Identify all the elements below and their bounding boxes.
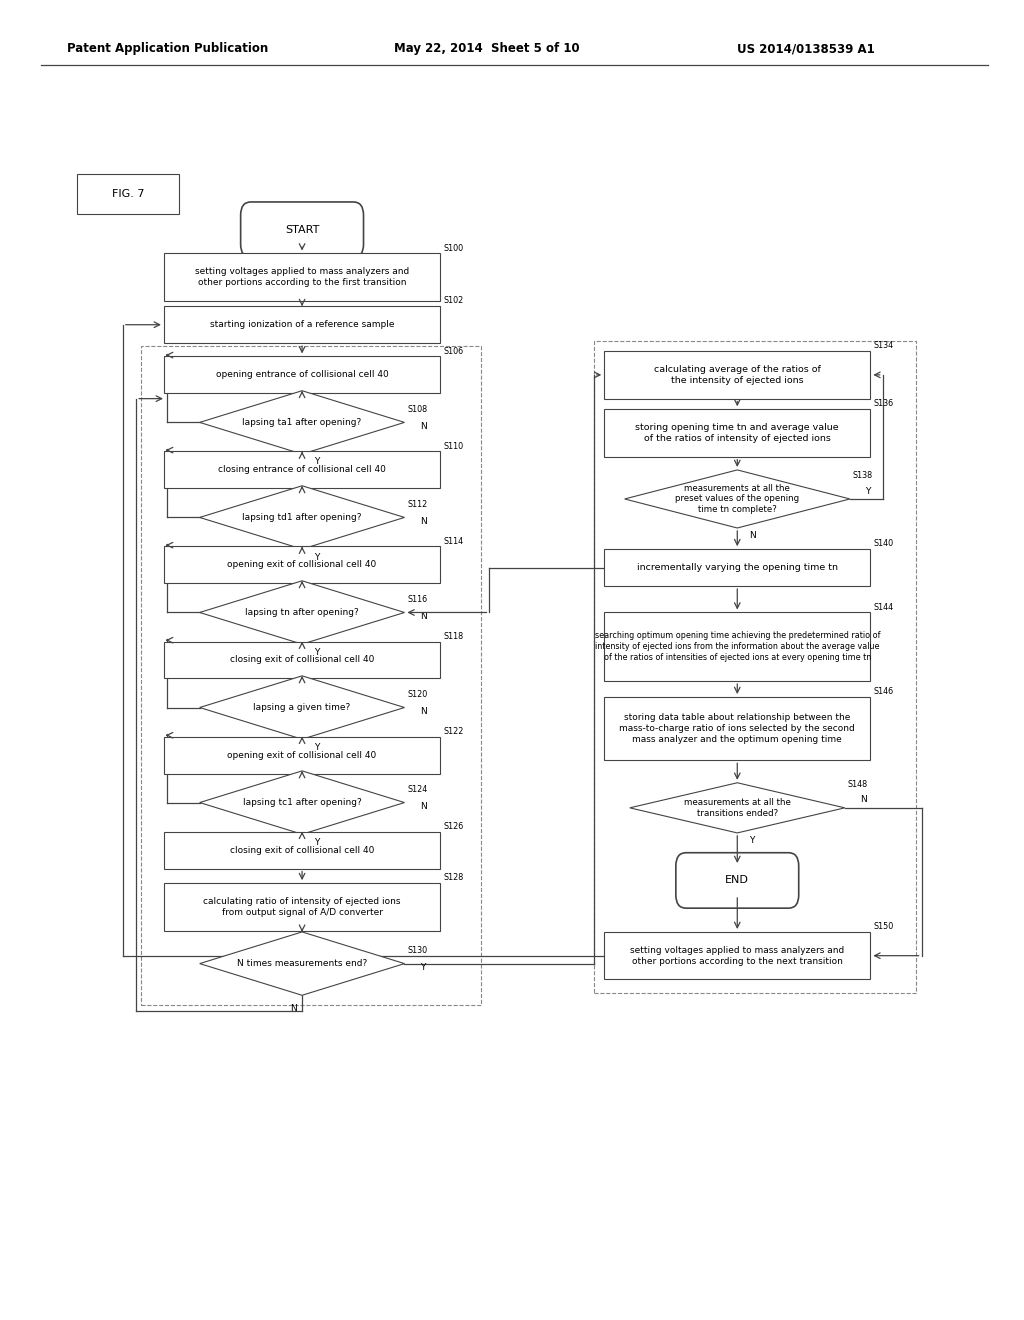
Text: closing exit of collisional cell 40: closing exit of collisional cell 40 xyxy=(230,656,374,664)
Text: lapsing a given time?: lapsing a given time? xyxy=(254,704,350,711)
Text: S118: S118 xyxy=(443,632,464,640)
Text: Y: Y xyxy=(314,553,319,561)
FancyBboxPatch shape xyxy=(604,612,870,681)
FancyBboxPatch shape xyxy=(676,853,799,908)
Text: lapsing tn after opening?: lapsing tn after opening? xyxy=(245,609,359,616)
Text: S140: S140 xyxy=(873,540,894,548)
Text: lapsing tc1 after opening?: lapsing tc1 after opening? xyxy=(243,799,361,807)
Text: S136: S136 xyxy=(873,400,894,408)
Text: N: N xyxy=(750,532,757,540)
FancyBboxPatch shape xyxy=(164,451,440,488)
Text: May 22, 2014  Sheet 5 of 10: May 22, 2014 Sheet 5 of 10 xyxy=(394,42,580,55)
Text: incrementally varying the opening time tn: incrementally varying the opening time t… xyxy=(637,564,838,572)
Text: S150: S150 xyxy=(873,923,894,931)
Text: FIG. 7: FIG. 7 xyxy=(112,189,144,199)
FancyBboxPatch shape xyxy=(604,697,870,760)
Text: S138: S138 xyxy=(853,471,873,479)
Text: S144: S144 xyxy=(873,603,894,611)
FancyBboxPatch shape xyxy=(241,202,364,257)
Text: closing entrance of collisional cell 40: closing entrance of collisional cell 40 xyxy=(218,466,386,474)
FancyBboxPatch shape xyxy=(604,549,870,586)
Text: Y: Y xyxy=(314,838,319,846)
Text: N: N xyxy=(420,517,427,525)
Text: searching optimum opening time achieving the predetermined ratio of
intensity of: searching optimum opening time achieving… xyxy=(595,631,880,663)
FancyBboxPatch shape xyxy=(164,306,440,343)
Text: storing data table about relationship between the
mass-to-charge ratio of ions s: storing data table about relationship be… xyxy=(620,713,855,744)
Text: S100: S100 xyxy=(443,244,464,252)
Text: Y: Y xyxy=(750,837,755,845)
Text: lapsing td1 after opening?: lapsing td1 after opening? xyxy=(243,513,361,521)
Text: S112: S112 xyxy=(408,500,428,508)
Text: calculating ratio of intensity of ejected ions
from output signal of A/D convert: calculating ratio of intensity of ejecte… xyxy=(204,896,400,917)
Text: opening exit of collisional cell 40: opening exit of collisional cell 40 xyxy=(227,751,377,759)
Text: N: N xyxy=(860,796,867,804)
Text: N: N xyxy=(420,422,427,430)
Text: S110: S110 xyxy=(443,442,464,450)
Polygon shape xyxy=(200,486,404,549)
Text: Y: Y xyxy=(865,487,870,495)
Text: N: N xyxy=(420,708,427,715)
Text: N times measurements end?: N times measurements end? xyxy=(237,960,368,968)
Text: storing opening time tn and average value
of the ratios of intensity of ejected : storing opening time tn and average valu… xyxy=(636,422,839,444)
Text: N: N xyxy=(420,612,427,620)
Polygon shape xyxy=(200,676,404,739)
FancyBboxPatch shape xyxy=(604,932,870,979)
Polygon shape xyxy=(630,783,845,833)
Text: S120: S120 xyxy=(408,690,428,698)
Text: N: N xyxy=(290,1005,297,1012)
Polygon shape xyxy=(200,391,404,454)
Text: S102: S102 xyxy=(443,297,464,305)
FancyBboxPatch shape xyxy=(164,546,440,583)
Text: S106: S106 xyxy=(443,347,464,355)
Text: opening entrance of collisional cell 40: opening entrance of collisional cell 40 xyxy=(216,371,388,379)
Text: setting voltages applied to mass analyzers and
other portions according to the f: setting voltages applied to mass analyze… xyxy=(195,267,410,288)
Polygon shape xyxy=(200,771,404,834)
Text: Y: Y xyxy=(314,743,319,751)
FancyBboxPatch shape xyxy=(164,253,440,301)
FancyBboxPatch shape xyxy=(164,883,440,931)
Text: closing exit of collisional cell 40: closing exit of collisional cell 40 xyxy=(230,846,374,854)
Text: starting ionization of a reference sample: starting ionization of a reference sampl… xyxy=(210,321,394,329)
Text: lapsing ta1 after opening?: lapsing ta1 after opening? xyxy=(243,418,361,426)
Text: measurements at all the
transitions ended?: measurements at all the transitions ende… xyxy=(684,799,791,817)
FancyBboxPatch shape xyxy=(604,351,870,399)
Text: S114: S114 xyxy=(443,537,464,545)
Text: N: N xyxy=(420,803,427,810)
Text: S130: S130 xyxy=(408,946,428,954)
Polygon shape xyxy=(200,932,404,995)
Text: S108: S108 xyxy=(408,405,428,413)
Text: S124: S124 xyxy=(408,785,428,793)
FancyBboxPatch shape xyxy=(164,356,440,393)
FancyBboxPatch shape xyxy=(77,174,179,214)
FancyBboxPatch shape xyxy=(164,832,440,869)
Text: US 2014/0138539 A1: US 2014/0138539 A1 xyxy=(737,42,876,55)
Text: END: END xyxy=(725,875,750,886)
Text: measurements at all the
preset values of the opening
time tn complete?: measurements at all the preset values of… xyxy=(675,484,800,513)
FancyBboxPatch shape xyxy=(164,642,440,678)
Text: calculating average of the ratios of
the intensity of ejected ions: calculating average of the ratios of the… xyxy=(654,364,820,385)
Text: opening exit of collisional cell 40: opening exit of collisional cell 40 xyxy=(227,561,377,569)
FancyBboxPatch shape xyxy=(164,737,440,774)
Text: S116: S116 xyxy=(408,595,428,603)
Text: setting voltages applied to mass analyzers and
other portions according to the n: setting voltages applied to mass analyze… xyxy=(630,945,845,966)
Text: Y: Y xyxy=(314,458,319,466)
Polygon shape xyxy=(625,470,850,528)
Text: Y: Y xyxy=(420,964,425,972)
Text: Patent Application Publication: Patent Application Publication xyxy=(67,42,268,55)
Text: S134: S134 xyxy=(873,342,894,350)
Text: S122: S122 xyxy=(443,727,464,735)
Text: Y: Y xyxy=(314,648,319,656)
Text: S146: S146 xyxy=(873,688,894,696)
Polygon shape xyxy=(200,581,404,644)
Text: S126: S126 xyxy=(443,822,464,830)
Text: S128: S128 xyxy=(443,874,464,882)
Text: S148: S148 xyxy=(848,780,868,788)
FancyBboxPatch shape xyxy=(604,409,870,457)
Text: START: START xyxy=(285,224,319,235)
